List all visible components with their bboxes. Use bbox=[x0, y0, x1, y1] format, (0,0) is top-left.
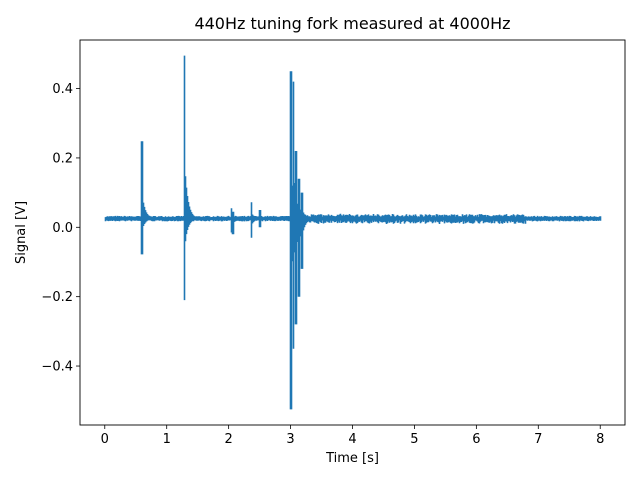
series-line bbox=[104, 55, 602, 410]
y-tick-label: 0.4 bbox=[52, 82, 73, 97]
x-tick-label: 7 bbox=[534, 432, 542, 447]
y-tick-label: −0.4 bbox=[41, 360, 73, 375]
plot-background bbox=[80, 40, 625, 425]
x-tick-label: 0 bbox=[101, 432, 109, 447]
x-tick-label: 4 bbox=[348, 432, 356, 447]
y-axis-label: Signal [V] bbox=[14, 201, 29, 264]
chart-title: 440Hz tuning fork measured at 4000Hz bbox=[194, 14, 510, 33]
y-tick-label: 0.0 bbox=[52, 221, 73, 236]
series-layer bbox=[104, 55, 602, 410]
x-tick-label: 8 bbox=[596, 432, 604, 447]
x-axis: 0 1 2 3 4 5 6 7 8 bbox=[101, 425, 604, 447]
y-axis: −0.4 −0.2 0.0 0.2 0.4 bbox=[41, 82, 80, 375]
x-tick-label: 1 bbox=[163, 432, 171, 447]
x-tick-label: 5 bbox=[410, 432, 418, 447]
y-tick-label: 0.2 bbox=[52, 151, 73, 166]
y-tick-label: −0.2 bbox=[41, 290, 73, 305]
x-axis-label: Time [s] bbox=[325, 451, 379, 466]
x-tick-label: 6 bbox=[472, 432, 480, 447]
x-tick-label: 2 bbox=[224, 432, 232, 447]
x-tick-label: 3 bbox=[286, 432, 294, 447]
